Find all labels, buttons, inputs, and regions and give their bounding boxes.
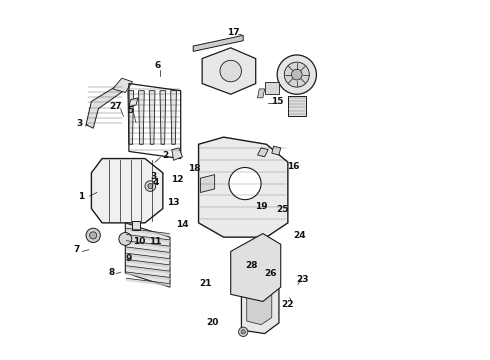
Circle shape <box>277 55 317 94</box>
Circle shape <box>119 233 132 246</box>
Circle shape <box>86 228 100 243</box>
Polygon shape <box>202 48 256 94</box>
Polygon shape <box>129 98 138 107</box>
Circle shape <box>229 167 261 200</box>
Text: 17: 17 <box>227 28 240 37</box>
Text: 24: 24 <box>294 231 306 240</box>
Polygon shape <box>231 234 281 301</box>
Circle shape <box>90 232 97 239</box>
Text: 1: 1 <box>78 192 84 201</box>
Text: 2: 2 <box>162 151 168 160</box>
Text: 3: 3 <box>76 119 82 128</box>
Circle shape <box>220 60 242 82</box>
Polygon shape <box>265 82 279 94</box>
Polygon shape <box>172 148 182 160</box>
Text: 27: 27 <box>109 102 122 111</box>
Text: 5: 5 <box>127 106 134 115</box>
Text: 14: 14 <box>176 220 189 229</box>
Circle shape <box>241 330 245 334</box>
Text: 18: 18 <box>188 164 200 173</box>
Circle shape <box>145 181 156 192</box>
Text: 19: 19 <box>255 202 268 211</box>
Polygon shape <box>198 137 288 237</box>
Polygon shape <box>258 89 265 98</box>
Text: 3: 3 <box>151 172 157 181</box>
Text: 16: 16 <box>287 162 299 171</box>
Polygon shape <box>242 280 279 334</box>
Text: 9: 9 <box>126 254 132 263</box>
Text: 15: 15 <box>271 97 283 106</box>
Polygon shape <box>139 91 144 144</box>
Text: 7: 7 <box>73 245 79 254</box>
Polygon shape <box>193 35 243 51</box>
Text: 22: 22 <box>282 300 294 309</box>
Circle shape <box>148 184 153 189</box>
Polygon shape <box>288 96 306 116</box>
Polygon shape <box>128 91 134 144</box>
Circle shape <box>292 69 302 80</box>
Text: 25: 25 <box>276 205 289 214</box>
Polygon shape <box>132 221 140 230</box>
Text: 21: 21 <box>199 279 212 288</box>
Polygon shape <box>92 158 163 223</box>
Polygon shape <box>272 146 281 155</box>
Text: 6: 6 <box>154 61 161 70</box>
Text: 23: 23 <box>296 275 308 284</box>
Text: 4: 4 <box>152 178 159 187</box>
Polygon shape <box>171 91 176 144</box>
Polygon shape <box>86 82 129 128</box>
Circle shape <box>239 327 248 337</box>
Text: 26: 26 <box>264 269 276 278</box>
Polygon shape <box>160 91 166 144</box>
Text: 10: 10 <box>133 237 146 246</box>
Text: 12: 12 <box>171 175 183 184</box>
Polygon shape <box>125 223 170 287</box>
Text: 13: 13 <box>167 198 179 207</box>
Polygon shape <box>247 289 272 325</box>
Circle shape <box>284 62 309 87</box>
Polygon shape <box>113 78 132 93</box>
Text: 20: 20 <box>206 318 219 327</box>
Polygon shape <box>258 148 268 157</box>
Polygon shape <box>200 175 215 193</box>
Polygon shape <box>149 91 155 144</box>
Text: 11: 11 <box>149 237 161 246</box>
Text: 8: 8 <box>109 268 115 277</box>
Text: 28: 28 <box>245 261 258 270</box>
